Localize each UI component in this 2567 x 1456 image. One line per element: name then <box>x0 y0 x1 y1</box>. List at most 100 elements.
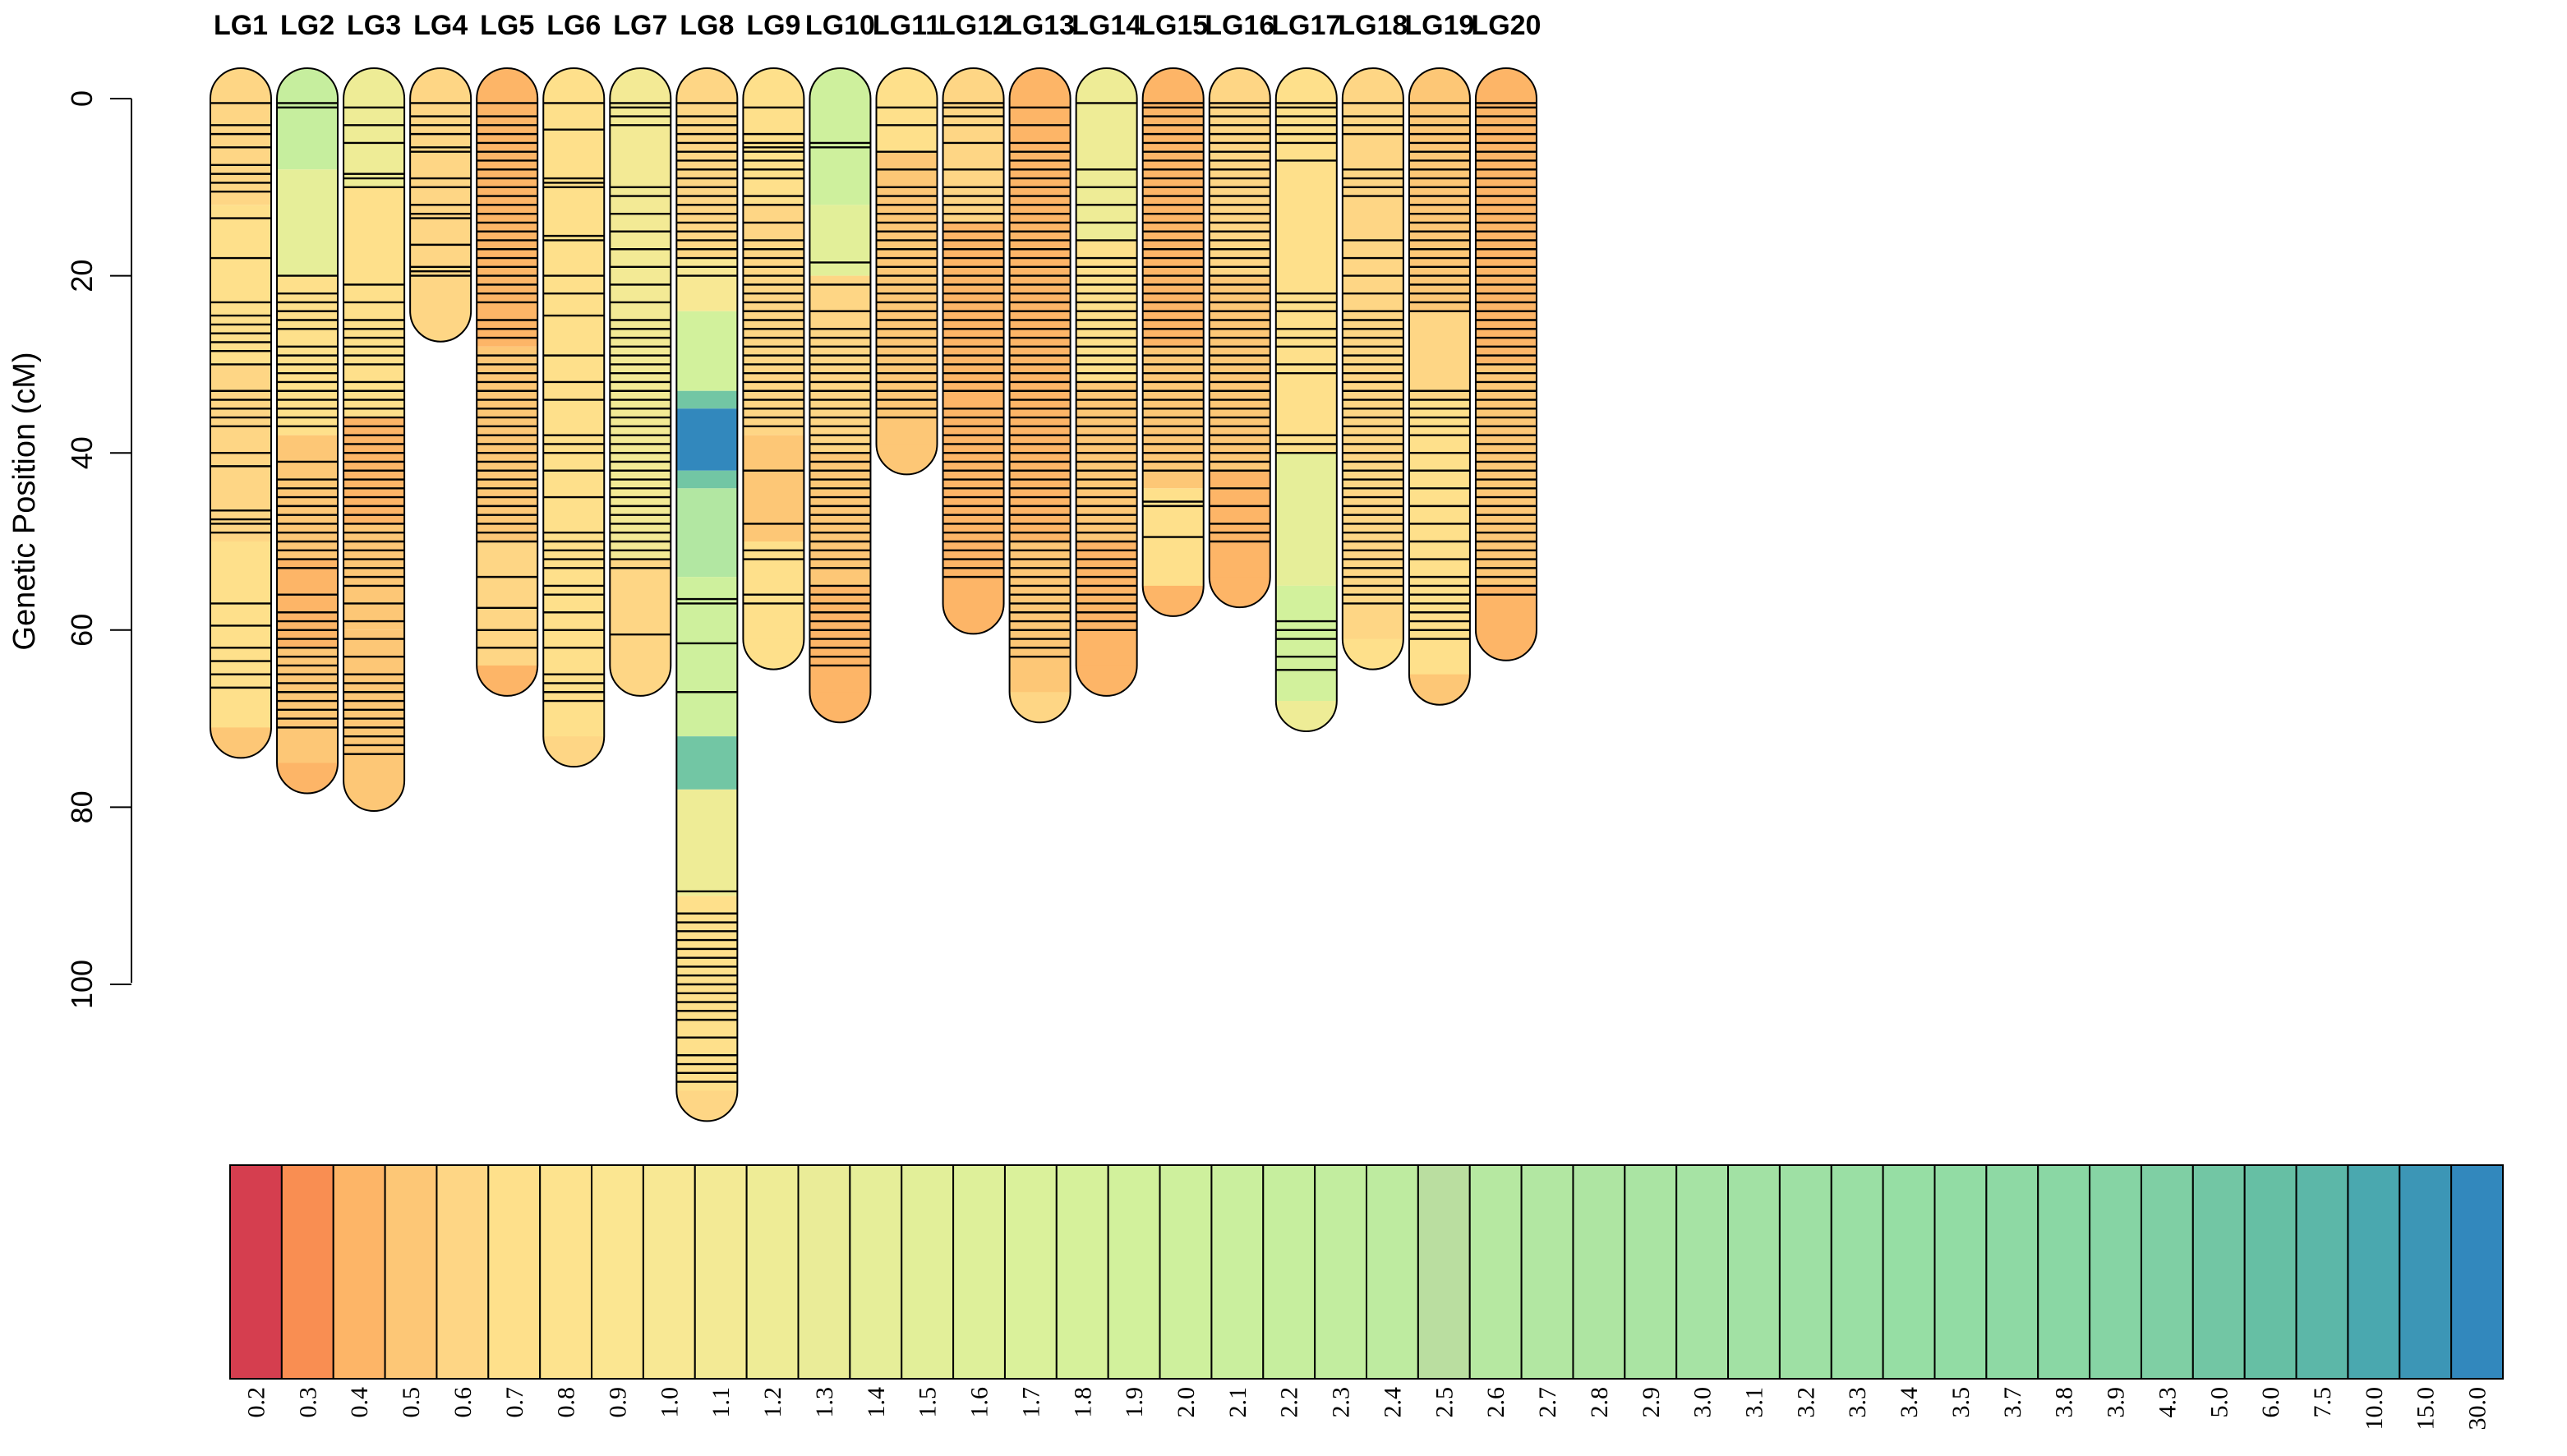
y-ticks: 0 20 40 60 80 100 <box>65 90 131 1009</box>
chromosome-segment <box>277 169 339 276</box>
chromosome-top-cap <box>610 68 671 99</box>
legend-label: 0.6 <box>449 1387 477 1418</box>
legend-swatch <box>2089 1164 2142 1380</box>
chromosome-top-cap <box>1408 68 1470 99</box>
chromosome-outline <box>1408 67 1471 706</box>
legend-label: 30.0 <box>2464 1387 2491 1431</box>
legend-swatch <box>2037 1164 2091 1380</box>
lg-label-lg19: LG19 <box>1404 10 1474 41</box>
lg-label-lg18: LG18 <box>1338 10 1408 41</box>
y-tick-label: 80 <box>65 790 99 823</box>
chromosome-outline <box>609 67 672 697</box>
y-tick-label: 40 <box>65 436 99 469</box>
chromosome-bottom-cap <box>477 664 538 696</box>
chromosome-segment <box>809 99 871 205</box>
chromosome-segment <box>210 99 271 205</box>
lg-label-lg7: LG7 <box>613 10 667 41</box>
lg-label-lg8: LG8 <box>680 10 734 41</box>
chromosome-segment <box>743 541 804 639</box>
legend-swatch <box>1055 1164 1109 1380</box>
legend-swatch <box>2295 1164 2349 1380</box>
legend-swatch <box>1520 1164 1574 1380</box>
chromosome-segment <box>1475 585 1537 630</box>
legend-swatch <box>2347 1164 2401 1380</box>
legend-label: 1.2 <box>759 1387 786 1418</box>
chromosome-top-cap <box>1209 68 1270 99</box>
lg-label-lg11: LG11 <box>873 10 941 41</box>
chromosome-top-cap <box>1142 68 1204 99</box>
chromosome-segment <box>1009 541 1071 693</box>
y-tick-label: 0 <box>65 90 99 107</box>
chromosome-lg7 <box>609 67 672 697</box>
chromosome-outline <box>1208 67 1271 609</box>
lg-label-lg2: LG2 <box>280 10 334 41</box>
chromosome-outline <box>1341 67 1404 670</box>
chromosome-outline <box>343 67 406 812</box>
chromosome-segment <box>1009 99 1071 320</box>
legend-label: 0.9 <box>604 1387 631 1418</box>
lg-label-lg16: LG16 <box>1205 10 1274 41</box>
legend-label: 3.0 <box>1689 1387 1717 1418</box>
chromosome-outline <box>542 67 606 768</box>
chromosome-top-cap <box>343 68 405 99</box>
chromosome-segment <box>543 99 605 737</box>
legend-label: 1.3 <box>811 1387 838 1418</box>
chromosome-bottom-cap <box>1275 700 1337 732</box>
legend-swatch <box>1727 1164 1781 1380</box>
lg-label-lg4: LG4 <box>413 10 468 41</box>
legend-label: 0.5 <box>398 1387 425 1418</box>
chromosome-bottom-cap <box>809 691 871 723</box>
chromosome-bottom-cap <box>1342 638 1403 670</box>
legend-label: 2.9 <box>1638 1387 1665 1418</box>
chromosome-lg12 <box>942 67 1005 635</box>
chromosome-segment <box>676 789 738 896</box>
chromosome-segment <box>1275 453 1337 586</box>
chromosome-top-cap <box>277 68 339 99</box>
chromosome-segment <box>809 453 871 586</box>
chromosome-segment <box>676 390 738 409</box>
chromosome-top-cap <box>676 68 738 99</box>
legend-label: 1.1 <box>707 1387 735 1418</box>
legend-swatch <box>1985 1164 2039 1380</box>
chromosome-top-cap <box>743 68 804 99</box>
legend-label: 1.5 <box>915 1387 942 1418</box>
chromosome-top-cap <box>1076 68 1137 99</box>
lg-label-lg10: LG10 <box>805 10 875 41</box>
legend-label: 2.2 <box>1276 1387 1303 1418</box>
chromosome-outline <box>942 67 1005 635</box>
y-axis-label: Genetic Position (cM) <box>7 352 42 650</box>
chromosome-lg8 <box>675 67 739 1122</box>
legend-swatch <box>1572 1164 1626 1380</box>
chromosomes <box>210 67 1537 1122</box>
legend-label: 2.8 <box>1586 1387 1613 1418</box>
chromosome-bottom-cap <box>1076 664 1137 696</box>
legend-swatch <box>2399 1164 2453 1380</box>
lg-label-lg5: LG5 <box>480 10 534 41</box>
linkage-group-labels: LG1 LG2 LG3 LG4 LG5 LG6 LG7 LG8 LG9 LG10LG11LG12L… <box>214 10 1542 41</box>
chromosome-segment <box>277 99 339 170</box>
chromosome-top-cap <box>876 68 938 99</box>
legend-swatch <box>1830 1164 1884 1380</box>
y-axis: 0 20 40 60 80 100 Genetic Position (cM) <box>7 90 132 1009</box>
color-scale-legend: 0.2 0.3 0.4 0.5 0.6 0.7 0.8 0.9 1.0 1.1 1.2 1.3 1.4 1… <box>229 1164 2505 1431</box>
legend-swatch <box>1468 1164 1523 1380</box>
chromosome-outline <box>409 67 472 343</box>
chromosome-outline <box>276 67 339 795</box>
legend-label: 5.0 <box>2205 1387 2233 1418</box>
legend-label: 3.9 <box>2103 1387 2130 1418</box>
legend-swatch <box>1933 1164 1988 1380</box>
legend-label: 2.7 <box>1534 1387 1561 1418</box>
chromosome-segment <box>809 205 871 276</box>
legend-swatch <box>1882 1164 1936 1380</box>
chromosome-segment <box>876 151 938 445</box>
legend-label: 7.5 <box>2309 1387 2336 1418</box>
legend-swatch <box>1314 1164 1367 1380</box>
chromosome-outline <box>675 67 739 1122</box>
chromosome-lg1 <box>210 67 272 759</box>
legend-swatch <box>849 1164 903 1380</box>
legend-swatch <box>1624 1164 1678 1380</box>
chromosome-segment <box>1009 320 1071 541</box>
lg-label-lg15: LG15 <box>1138 10 1208 41</box>
lg-label-lg17: LG17 <box>1271 10 1341 41</box>
legend-label: 2.0 <box>1173 1387 1200 1418</box>
